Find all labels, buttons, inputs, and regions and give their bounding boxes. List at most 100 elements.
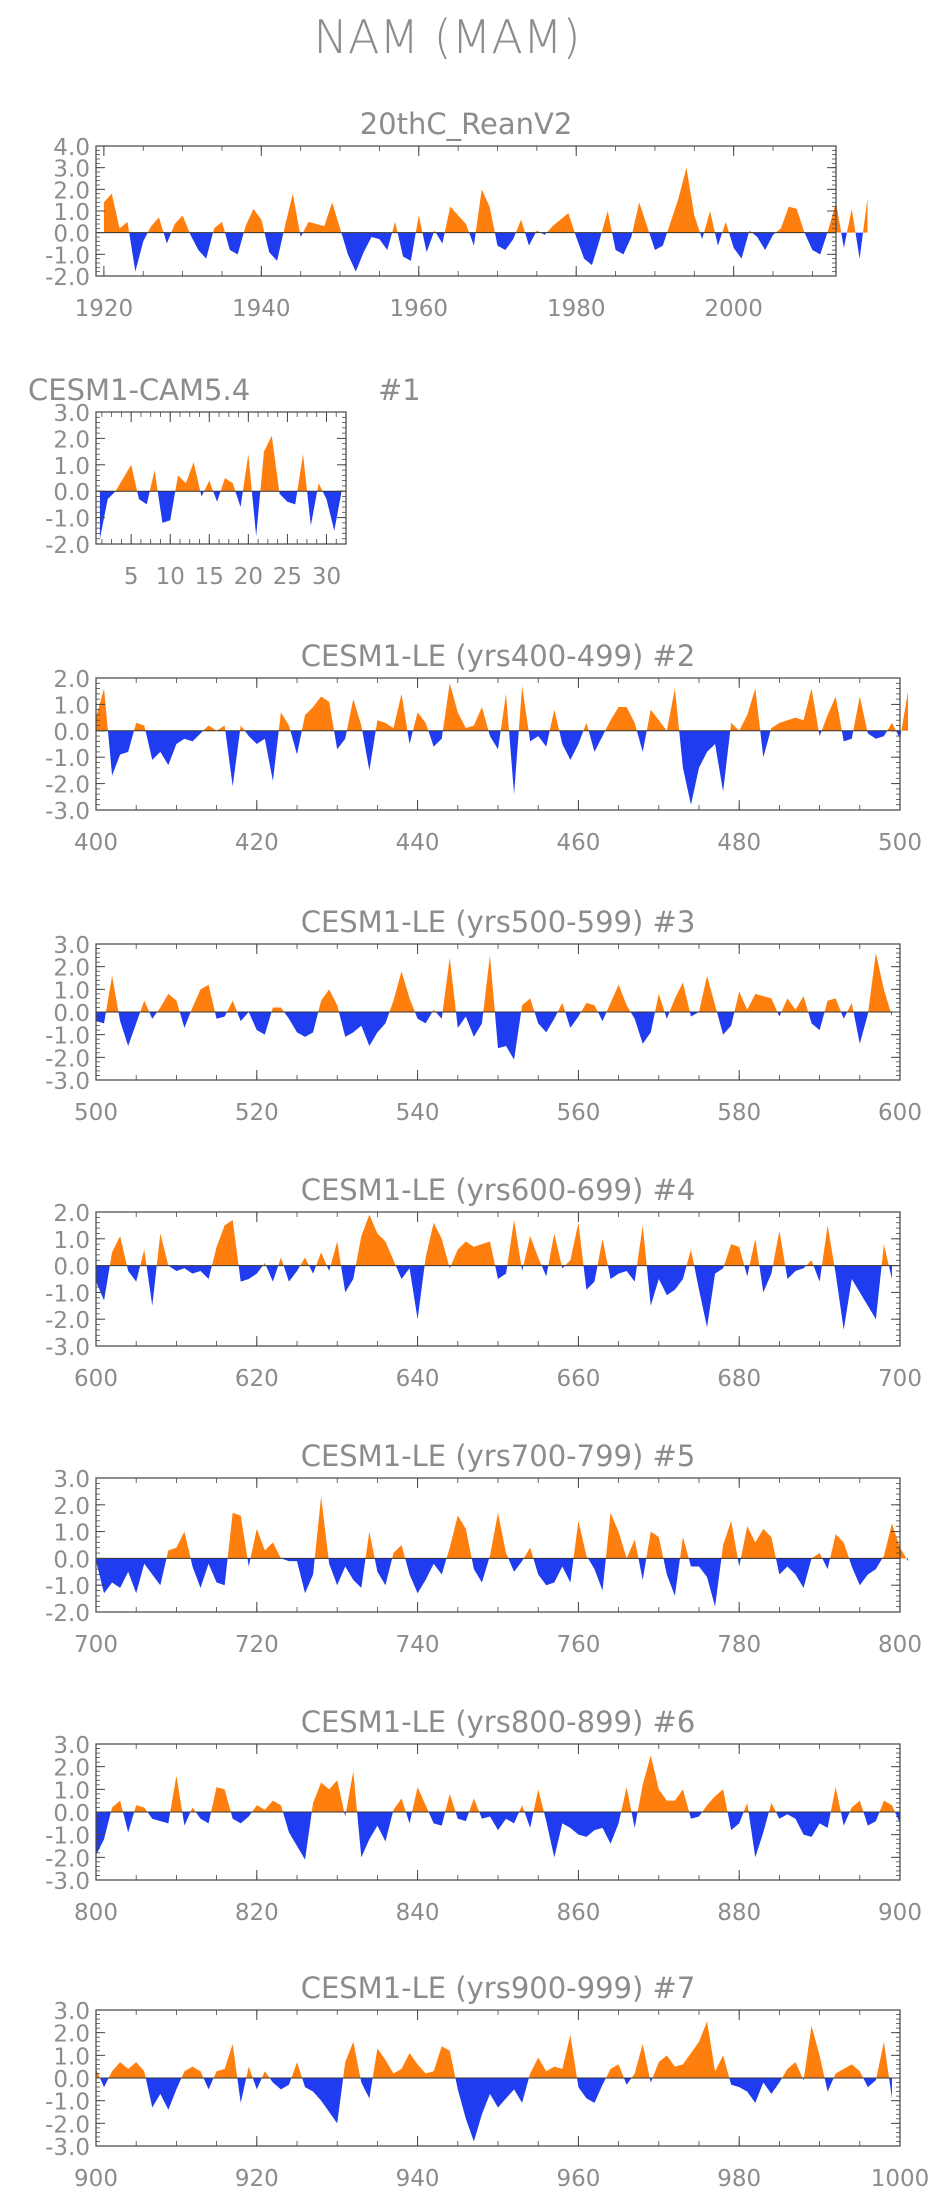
y-tick-label: 2.0 xyxy=(53,2022,90,2048)
panel-title: 20thC_ReanV2 xyxy=(360,107,573,141)
positive-area xyxy=(103,167,868,233)
y-tick-label: -1.0 xyxy=(45,1024,90,1050)
x-tick-label: 940 xyxy=(396,2166,440,2192)
y-tick-label: 4.0 xyxy=(53,135,90,161)
y-tick-label: 3.0 xyxy=(53,1999,90,2025)
y-tick-label: 0.0 xyxy=(53,480,90,506)
panel-title: CESM1-LE (yrs600-699) #4 xyxy=(301,1173,696,1207)
x-tick-label: 740 xyxy=(396,1632,440,1658)
y-tick-label: -2.0 xyxy=(45,773,90,799)
positive-area xyxy=(96,953,892,1012)
x-tick-label: 500 xyxy=(878,830,922,856)
positive-area xyxy=(96,1214,892,1266)
positive-area xyxy=(96,2021,892,2078)
panel-member: #1 xyxy=(378,373,421,407)
x-tick-label: 960 xyxy=(556,2166,600,2192)
y-tick-label: 2.0 xyxy=(53,178,90,204)
x-tick-label: 15 xyxy=(195,564,224,590)
x-tick-label: 1920 xyxy=(75,296,134,322)
x-tick-label: 700 xyxy=(878,1366,922,1392)
panel-3: CESM1-LE (yrs400-499) #2 2.01.00.0-1.0-2.… xyxy=(45,639,922,856)
plot-frame xyxy=(95,145,837,277)
x-tick-label: 760 xyxy=(556,1632,600,1658)
y-tick-label: -2.0 xyxy=(45,533,90,559)
x-tick-label: 2000 xyxy=(704,296,763,322)
x-tick-label: 860 xyxy=(556,1900,600,1926)
x-tick-label: 480 xyxy=(717,830,761,856)
y-tick-label: 3.0 xyxy=(53,401,90,427)
x-tick-label: 500 xyxy=(74,1100,118,1126)
panel-title: CESM1-LE (yrs800-899) #6 xyxy=(301,1705,696,1739)
y-tick-label: -2.0 xyxy=(45,1601,90,1627)
x-tick-label: 1000 xyxy=(871,2166,930,2192)
figure-title: NAM (MAM) xyxy=(314,10,581,64)
y-tick-label: 0.0 xyxy=(53,720,90,746)
negative-area xyxy=(99,491,343,539)
y-tick-label: -2.0 xyxy=(45,2112,90,2138)
x-tick-label: 720 xyxy=(235,1632,279,1658)
x-tick-label: 560 xyxy=(556,1100,600,1126)
y-tick-label: 3.0 xyxy=(53,1733,90,1759)
y-tick-label: 1.0 xyxy=(53,2044,90,2070)
y-tick-label: 2.0 xyxy=(53,1201,90,1227)
y-tick-label: -1.0 xyxy=(45,746,90,772)
positive-area xyxy=(96,683,909,731)
y-tick-label: 1.0 xyxy=(53,1521,90,1547)
panel-title: CESM1-LE (yrs500-599) #3 xyxy=(301,905,696,939)
positive-area xyxy=(99,435,343,492)
x-tick-label: 30 xyxy=(312,564,341,590)
x-tick-label: 900 xyxy=(878,1900,922,1926)
x-tick-label: 600 xyxy=(878,1100,922,1126)
y-tick-label: 1.0 xyxy=(53,200,90,226)
y-tick-label: 3.0 xyxy=(53,157,90,183)
y-tick-label: 0.0 xyxy=(53,1801,90,1827)
y-tick-label: 0.0 xyxy=(53,1547,90,1573)
y-tick-label: 2.0 xyxy=(53,1494,90,1520)
plot-frame xyxy=(95,411,347,545)
negative-area xyxy=(96,2078,892,2142)
y-tick-label: 0.0 xyxy=(53,1001,90,1027)
x-tick-label: 520 xyxy=(235,1100,279,1126)
x-tick-label: 1980 xyxy=(547,296,606,322)
y-tick-label: 1.0 xyxy=(53,978,90,1004)
y-tick-label: -3.0 xyxy=(45,799,90,825)
x-tick-label: 780 xyxy=(717,1632,761,1658)
y-tick-label: 2.0 xyxy=(53,956,90,982)
x-tick-label: 5 xyxy=(124,564,139,590)
x-tick-label: 25 xyxy=(273,564,302,590)
negative-area xyxy=(96,1012,892,1060)
y-tick-label: -3.0 xyxy=(45,1869,90,1895)
y-tick-label: 2.0 xyxy=(53,1756,90,1782)
y-tick-label: 1.0 xyxy=(53,454,90,480)
panel-title: CESM1-CAM5.4 xyxy=(28,373,250,407)
x-tick-label: 420 xyxy=(235,830,279,856)
panel-8: CESM1-LE (yrs900-999) #7 3.02.01.00.0-1.0… xyxy=(45,1971,929,2192)
x-tick-label: 460 xyxy=(556,830,600,856)
y-tick-label: -3.0 xyxy=(45,1069,90,1095)
x-tick-label: 10 xyxy=(156,564,185,590)
y-tick-label: -2.0 xyxy=(45,1046,90,1072)
negative-area xyxy=(96,730,909,805)
y-tick-label: -2.0 xyxy=(45,1308,90,1334)
negative-area xyxy=(96,1558,909,1607)
panel-4: CESM1-LE (yrs500-599) #3 3.02.01.00.0-1.0… xyxy=(45,905,922,1126)
y-tick-label: -1.0 xyxy=(45,507,90,533)
x-tick-label: 1960 xyxy=(389,296,448,322)
x-tick-label: 800 xyxy=(74,1900,118,1926)
panel-5: CESM1-LE (yrs600-699) #4 2.01.00.0-1.0-2.… xyxy=(45,1173,922,1392)
y-tick-label: 0.0 xyxy=(53,222,90,248)
y-tick-label: 2.0 xyxy=(53,667,90,693)
y-tick-label: -1.0 xyxy=(45,1574,90,1600)
x-tick-label: 620 xyxy=(235,1366,279,1392)
x-tick-label: 700 xyxy=(74,1632,118,1658)
panel-6: CESM1-LE (yrs700-799) #5 3.02.01.00.0-1.0… xyxy=(45,1439,922,1658)
y-tick-label: 2.0 xyxy=(53,427,90,453)
positive-area xyxy=(96,1496,909,1559)
y-tick-label: -1.0 xyxy=(45,1281,90,1307)
x-tick-label: 440 xyxy=(396,830,440,856)
x-tick-label: 400 xyxy=(74,830,118,856)
positive-area xyxy=(96,1755,900,1812)
y-tick-label: -1.0 xyxy=(45,243,90,269)
